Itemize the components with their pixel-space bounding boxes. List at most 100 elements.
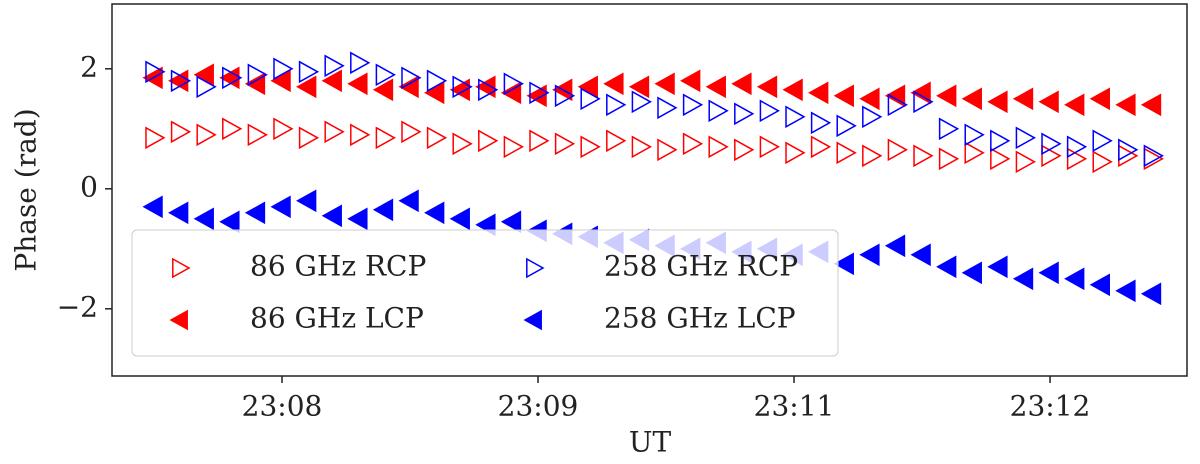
marker — [705, 75, 726, 99]
marker — [862, 144, 883, 168]
y-tick-label: 0 — [80, 170, 98, 203]
marker — [452, 132, 473, 156]
marker — [347, 207, 368, 231]
marker — [145, 60, 166, 84]
marker — [859, 243, 880, 267]
marker — [424, 201, 445, 225]
marker — [222, 117, 243, 141]
marker — [321, 69, 342, 93]
marker — [936, 255, 957, 279]
marker — [731, 72, 752, 96]
marker — [680, 69, 701, 93]
marker — [1041, 132, 1062, 156]
marker — [1143, 144, 1164, 168]
marker — [554, 132, 576, 156]
plot-frame — [111, 3, 1188, 377]
marker — [142, 195, 163, 219]
marker — [782, 78, 803, 102]
marker — [350, 123, 371, 147]
marker — [654, 72, 675, 96]
marker — [219, 66, 240, 90]
marker — [808, 81, 829, 105]
marker — [273, 117, 294, 141]
marker — [836, 141, 857, 165]
marker — [961, 261, 982, 285]
marker — [244, 201, 266, 225]
marker — [247, 63, 268, 87]
marker — [938, 147, 960, 171]
marker — [168, 201, 189, 225]
x-tick-label: 23:08 — [242, 390, 323, 423]
marker — [449, 207, 470, 231]
marker — [1064, 267, 1085, 291]
marker — [529, 129, 550, 153]
marker — [910, 243, 931, 267]
marker — [478, 78, 499, 102]
marker — [449, 78, 470, 102]
marker — [990, 147, 1011, 171]
marker — [321, 204, 342, 228]
marker — [990, 129, 1011, 153]
legend-marker — [172, 257, 191, 279]
series — [142, 63, 1162, 117]
marker — [961, 87, 982, 111]
marker — [936, 84, 957, 108]
y-axis-label: Phase (rad) — [10, 108, 43, 271]
marker — [1015, 150, 1036, 174]
marker — [426, 126, 448, 150]
x-tick-label: 23:09 — [498, 390, 579, 423]
marker — [347, 72, 368, 96]
marker — [833, 84, 854, 108]
marker — [1041, 144, 1062, 168]
marker — [503, 72, 524, 96]
marker — [452, 75, 473, 99]
marker — [401, 66, 422, 90]
marker — [1064, 93, 1085, 117]
marker — [859, 87, 880, 111]
marker — [375, 126, 396, 150]
marker — [1092, 129, 1113, 153]
marker — [503, 135, 524, 159]
marker — [1092, 150, 1113, 174]
marker — [1038, 90, 1059, 114]
marker — [526, 84, 547, 108]
marker — [1038, 261, 1059, 285]
marker — [298, 60, 320, 84]
marker — [1015, 126, 1036, 150]
marker — [887, 138, 908, 162]
marker — [708, 135, 729, 159]
marker — [372, 198, 394, 222]
marker — [1089, 273, 1110, 297]
marker — [350, 51, 371, 75]
marker — [606, 129, 627, 153]
marker — [1143, 147, 1164, 171]
marker — [964, 123, 985, 147]
marker — [324, 54, 345, 78]
marker — [577, 75, 598, 99]
marker — [759, 135, 780, 159]
marker — [375, 63, 396, 87]
marker — [682, 93, 704, 117]
marker — [887, 93, 908, 117]
marker — [478, 129, 499, 153]
marker — [913, 90, 934, 114]
marker — [833, 252, 854, 276]
series — [145, 117, 1164, 174]
marker — [554, 84, 576, 108]
y-tick-label: 2 — [80, 50, 98, 83]
marker — [1140, 282, 1162, 306]
marker — [938, 117, 960, 141]
marker — [1066, 135, 1088, 159]
marker — [193, 63, 214, 87]
marker — [1118, 138, 1139, 162]
marker — [657, 96, 678, 120]
marker — [884, 234, 906, 258]
marker — [398, 189, 419, 213]
marker — [785, 141, 806, 165]
marker — [810, 111, 832, 135]
y-tick-label: −2 — [57, 290, 98, 323]
marker — [657, 138, 678, 162]
legend-label: 258 GHz LCP — [604, 302, 796, 335]
marker — [193, 207, 214, 231]
legend-box — [131, 229, 839, 357]
